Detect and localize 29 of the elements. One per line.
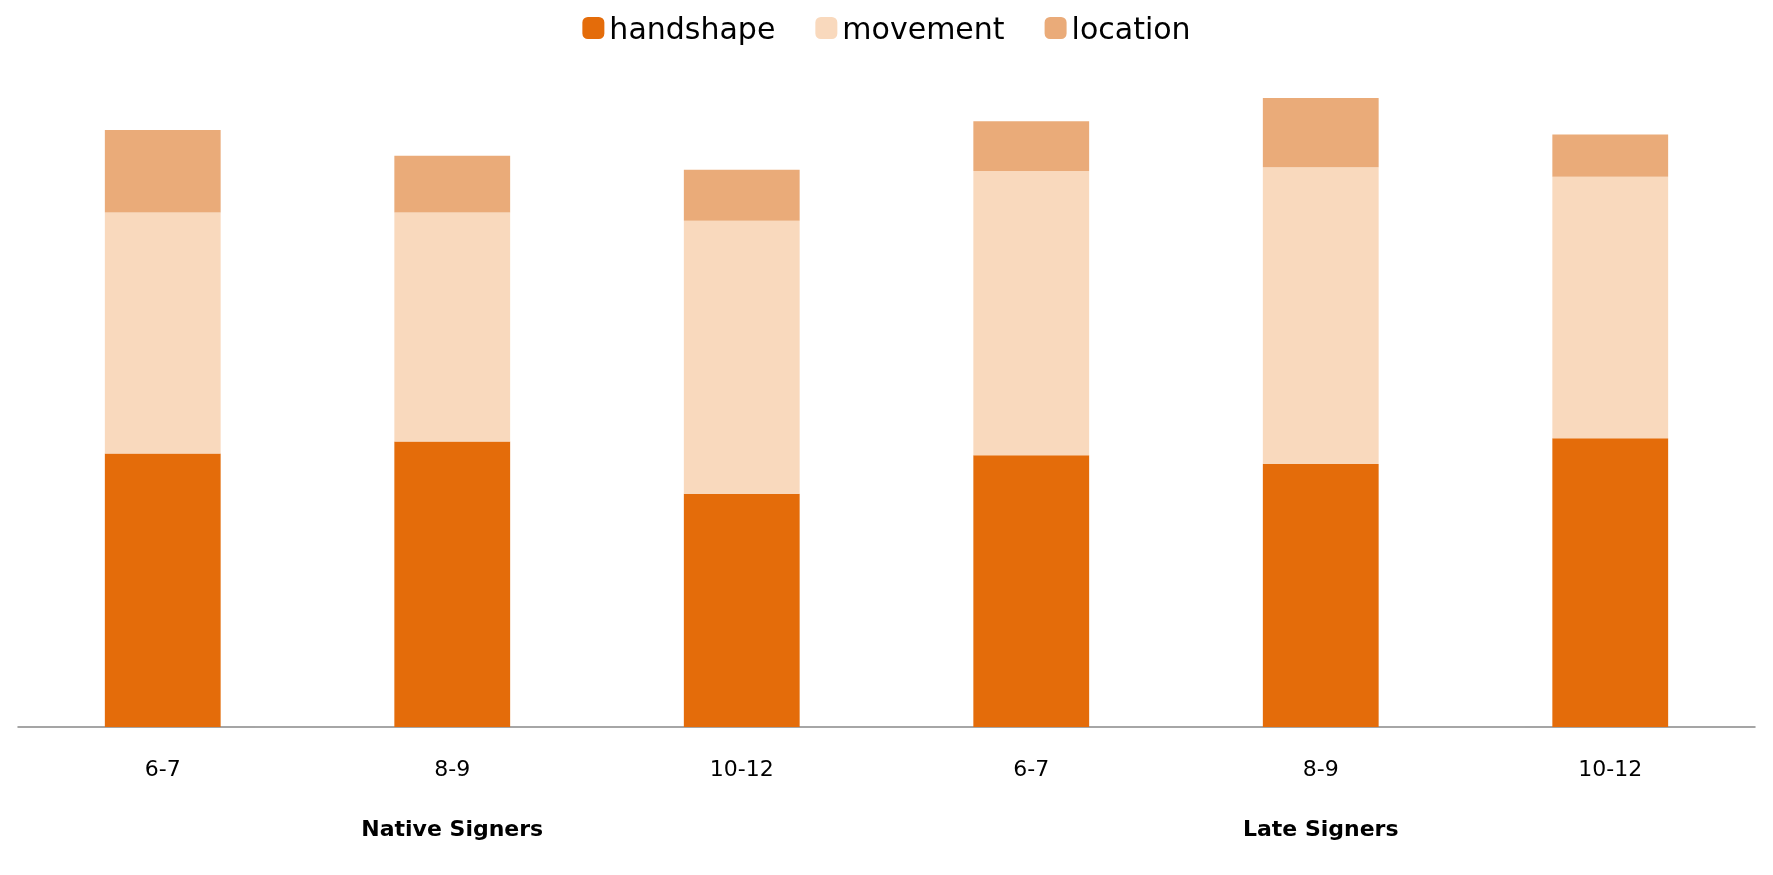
legend-label: handshape — [609, 10, 776, 46]
bar — [973, 121, 1090, 171]
text: Native Signers — [361, 815, 544, 841]
bar — [1262, 98, 1379, 168]
bar — [1552, 438, 1669, 727]
bar — [104, 130, 221, 213]
bar — [1262, 464, 1379, 727]
legend-label: location — [1071, 10, 1191, 46]
bar — [683, 493, 800, 727]
bar — [394, 155, 511, 213]
bar — [1552, 134, 1669, 177]
x-tick-label: 8-9 — [1302, 755, 1339, 781]
bar — [1262, 167, 1379, 465]
x-tick-label: 10-12 — [1578, 755, 1643, 781]
bar — [394, 441, 511, 727]
legend-label: movement — [842, 10, 1005, 46]
text: Late Signers — [1242, 815, 1399, 841]
x-tick-label: 10-12 — [709, 755, 774, 781]
bar — [973, 170, 1090, 456]
bar — [1552, 176, 1669, 439]
bar — [104, 453, 221, 727]
bar — [683, 220, 800, 494]
bar — [683, 169, 800, 221]
x-tick-label: 8-9 — [434, 755, 471, 781]
x-tick-label: 6-7 — [144, 755, 181, 781]
bar — [973, 455, 1090, 727]
x-tick-label: 6-7 — [1013, 755, 1050, 781]
bar — [394, 212, 511, 442]
bar — [104, 212, 221, 454]
